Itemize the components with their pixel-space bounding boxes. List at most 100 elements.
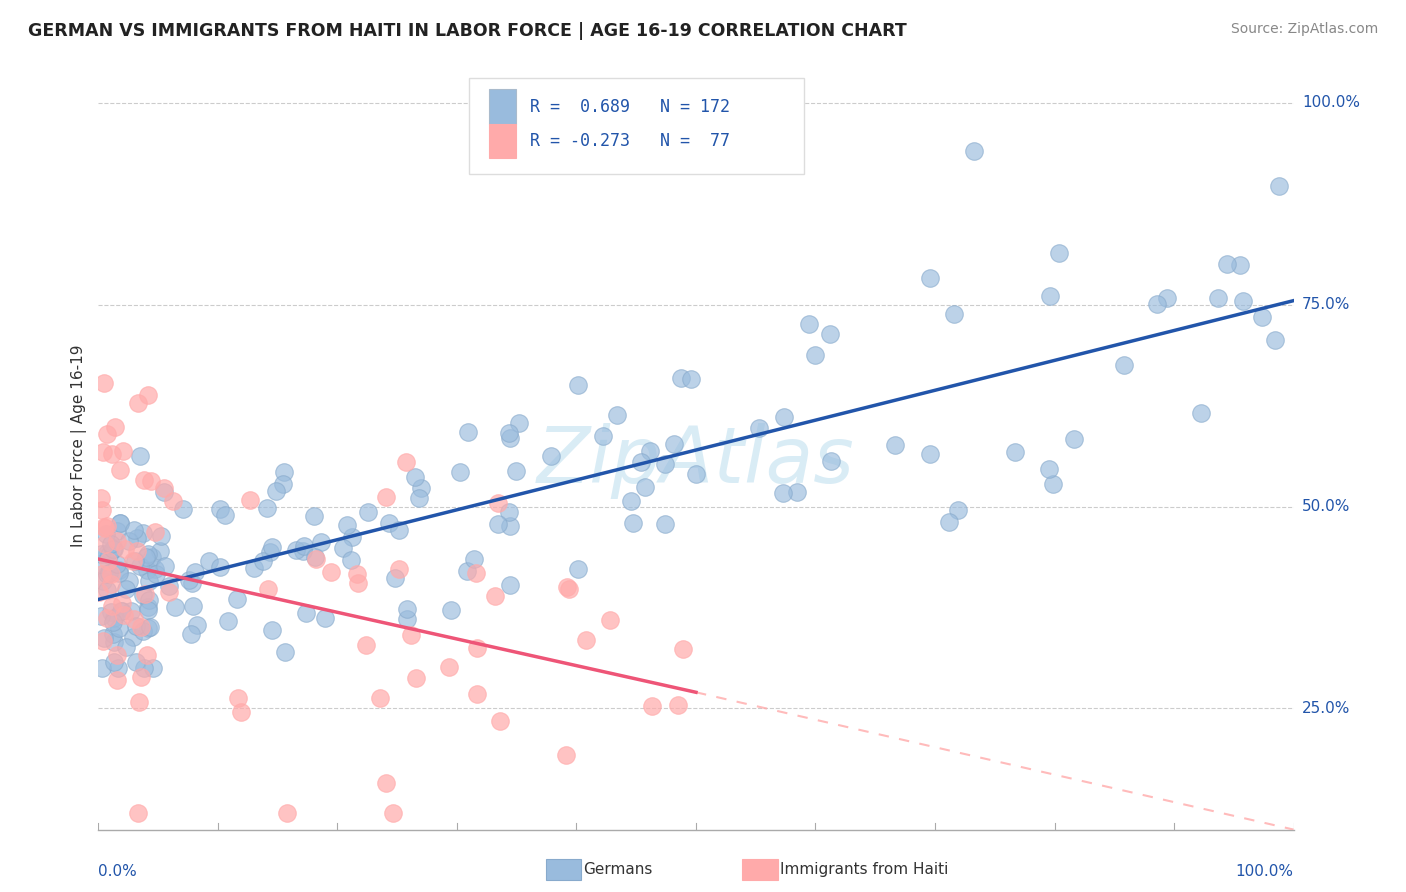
Point bbox=[103, 635, 125, 649]
Point bbox=[1268, 179, 1291, 194]
Point bbox=[1206, 291, 1229, 305]
Point bbox=[284, 543, 307, 558]
Point bbox=[1189, 406, 1212, 420]
Point bbox=[139, 620, 162, 634]
Point bbox=[1146, 296, 1168, 310]
Point bbox=[295, 606, 318, 620]
Point bbox=[208, 501, 231, 516]
Point bbox=[1251, 310, 1274, 324]
Text: Germans: Germans bbox=[583, 863, 652, 877]
Point bbox=[457, 425, 479, 439]
Text: 100.0%: 100.0% bbox=[1302, 95, 1360, 111]
Point bbox=[1114, 358, 1136, 372]
Point bbox=[346, 566, 368, 581]
Point bbox=[467, 640, 489, 655]
Point bbox=[540, 449, 562, 463]
Point bbox=[157, 579, 180, 593]
Point bbox=[748, 421, 770, 435]
Point bbox=[184, 565, 207, 579]
Point bbox=[567, 562, 589, 576]
Point bbox=[136, 648, 159, 662]
Point bbox=[96, 519, 118, 533]
Point bbox=[621, 516, 644, 531]
Point bbox=[1216, 257, 1239, 271]
Point bbox=[309, 534, 332, 549]
Point bbox=[332, 541, 354, 555]
Point bbox=[620, 494, 643, 508]
Point bbox=[803, 349, 825, 363]
Point bbox=[110, 604, 132, 618]
Point bbox=[107, 621, 129, 635]
Point bbox=[377, 516, 399, 530]
Point bbox=[153, 484, 176, 499]
Point bbox=[314, 611, 336, 625]
Point bbox=[217, 614, 239, 628]
Point bbox=[172, 502, 194, 516]
Point bbox=[920, 271, 942, 285]
Point bbox=[499, 431, 522, 445]
Point bbox=[127, 806, 149, 821]
Point bbox=[395, 602, 418, 616]
Point bbox=[153, 559, 176, 574]
Point bbox=[963, 145, 986, 159]
Text: Immigrants from Haiti: Immigrants from Haiti bbox=[780, 863, 949, 877]
Point bbox=[89, 585, 111, 599]
Point bbox=[574, 633, 596, 648]
Point bbox=[127, 396, 149, 410]
Point bbox=[1229, 258, 1251, 272]
Point bbox=[498, 425, 520, 440]
Point bbox=[112, 607, 135, 622]
Point bbox=[91, 634, 114, 648]
Point bbox=[256, 500, 278, 515]
Point bbox=[132, 624, 155, 639]
Point bbox=[101, 626, 124, 640]
Point bbox=[180, 575, 202, 590]
Point bbox=[818, 326, 841, 341]
Point bbox=[304, 550, 326, 565]
Point bbox=[198, 554, 221, 568]
Point bbox=[104, 420, 127, 434]
Point bbox=[666, 698, 689, 712]
Point bbox=[396, 611, 419, 625]
Text: R =  0.689   N = 172: R = 0.689 N = 172 bbox=[530, 97, 730, 116]
Point bbox=[180, 627, 202, 641]
Point bbox=[772, 409, 794, 424]
Point bbox=[408, 491, 430, 505]
Point bbox=[107, 661, 129, 675]
Point bbox=[91, 566, 114, 581]
Point bbox=[489, 714, 512, 728]
Point bbox=[374, 776, 396, 790]
Bar bbox=[489, 89, 516, 124]
Point bbox=[96, 427, 118, 442]
Point bbox=[302, 508, 325, 523]
Point bbox=[91, 445, 114, 459]
Point bbox=[592, 428, 614, 442]
Point bbox=[152, 481, 174, 495]
Point bbox=[90, 661, 112, 675]
Point bbox=[105, 533, 128, 548]
Point bbox=[943, 307, 966, 321]
Point bbox=[111, 597, 134, 611]
Y-axis label: In Labor Force | Age 16-19: In Labor Force | Age 16-19 bbox=[72, 344, 87, 548]
Point bbox=[340, 530, 363, 544]
Point bbox=[136, 603, 159, 617]
Point bbox=[1063, 432, 1085, 446]
Point bbox=[405, 671, 427, 685]
Point bbox=[437, 660, 460, 674]
Point bbox=[1264, 334, 1286, 348]
Point bbox=[125, 544, 148, 558]
Point bbox=[145, 567, 167, 582]
Point bbox=[354, 638, 377, 652]
Point bbox=[498, 505, 520, 519]
Point bbox=[96, 567, 118, 582]
Point bbox=[108, 516, 131, 531]
Point bbox=[505, 464, 527, 478]
Point bbox=[118, 574, 141, 588]
Point bbox=[96, 611, 118, 625]
Point bbox=[357, 506, 380, 520]
Point bbox=[129, 559, 152, 574]
Text: 100.0%: 100.0% bbox=[1236, 864, 1294, 880]
Text: 75.0%: 75.0% bbox=[1302, 297, 1350, 312]
Point bbox=[157, 585, 180, 599]
Point bbox=[486, 517, 509, 532]
